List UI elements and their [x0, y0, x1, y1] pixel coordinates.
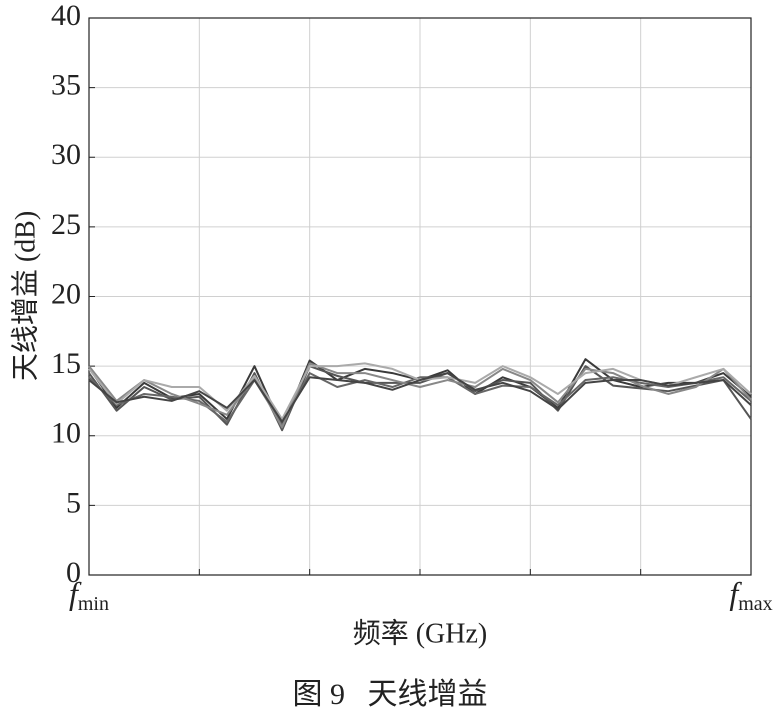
- y-tick-label: 5: [66, 486, 81, 519]
- x-tick-label: fmin: [69, 575, 109, 615]
- caption: 图 9 天线增益: [293, 678, 488, 711]
- series-line: [88, 372, 752, 423]
- x-tick-label-sub: min: [78, 593, 109, 615]
- y-tick-label: 10: [51, 417, 81, 450]
- x-tick-label: fmax: [729, 575, 772, 615]
- y-tick-label: 20: [51, 277, 81, 310]
- x-tick-label-sub: max: [738, 593, 772, 615]
- x-axis-label: 频率 (GHz): [353, 617, 488, 649]
- y-tick-label: 25: [51, 208, 81, 241]
- y-tick-label: 30: [51, 138, 81, 171]
- y-tick-label: 35: [51, 69, 81, 102]
- y-tick-label: 0: [66, 556, 81, 589]
- series-line: [88, 362, 752, 429]
- series-line: [88, 365, 752, 432]
- series-line: [88, 372, 752, 426]
- y-tick-label: 40: [51, 0, 81, 32]
- y-tick-label: 15: [51, 347, 81, 380]
- plot-frame: [88, 17, 752, 576]
- y-axis-label: 天线增益 (dB): [9, 211, 41, 381]
